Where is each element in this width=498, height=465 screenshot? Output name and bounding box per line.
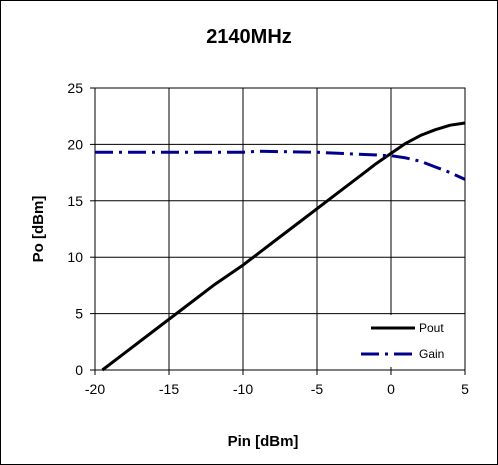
y-tick-label: 10 [67,249,83,265]
series-line-gain [95,149,466,181]
plot-area [94,87,466,371]
legend-label-gain: Gain [419,347,444,361]
x-tick-label: -20 [85,381,105,397]
series-layer [95,121,466,372]
x-axis-label: Pin [dBm] [228,433,299,450]
y-tick-label: 25 [67,80,83,96]
y-axis-label: Po [dBm] [30,196,47,263]
legend-box [355,315,463,367]
chart-title: 2140MHz [206,26,292,48]
grid-lines [95,88,465,370]
x-ticks: -20 -15 -10 -5 0 5 [85,370,469,397]
y-tick-label: 15 [67,193,83,209]
legend: Pout Gain [355,315,463,367]
y-tick-label: 20 [67,136,83,152]
series-line-pout [101,121,466,372]
x-tick-label: 5 [461,381,469,397]
legend-label-pout: Pout [419,321,444,335]
y-ticks: 0 5 10 15 20 25 [67,80,95,378]
x-tick-label: -10 [233,381,253,397]
x-tick-label: -5 [311,381,324,397]
x-tick-label: 0 [387,381,395,397]
y-tick-label: 5 [75,306,83,322]
x-tick-label: -15 [159,381,179,397]
y-tick-label: 0 [75,362,83,378]
